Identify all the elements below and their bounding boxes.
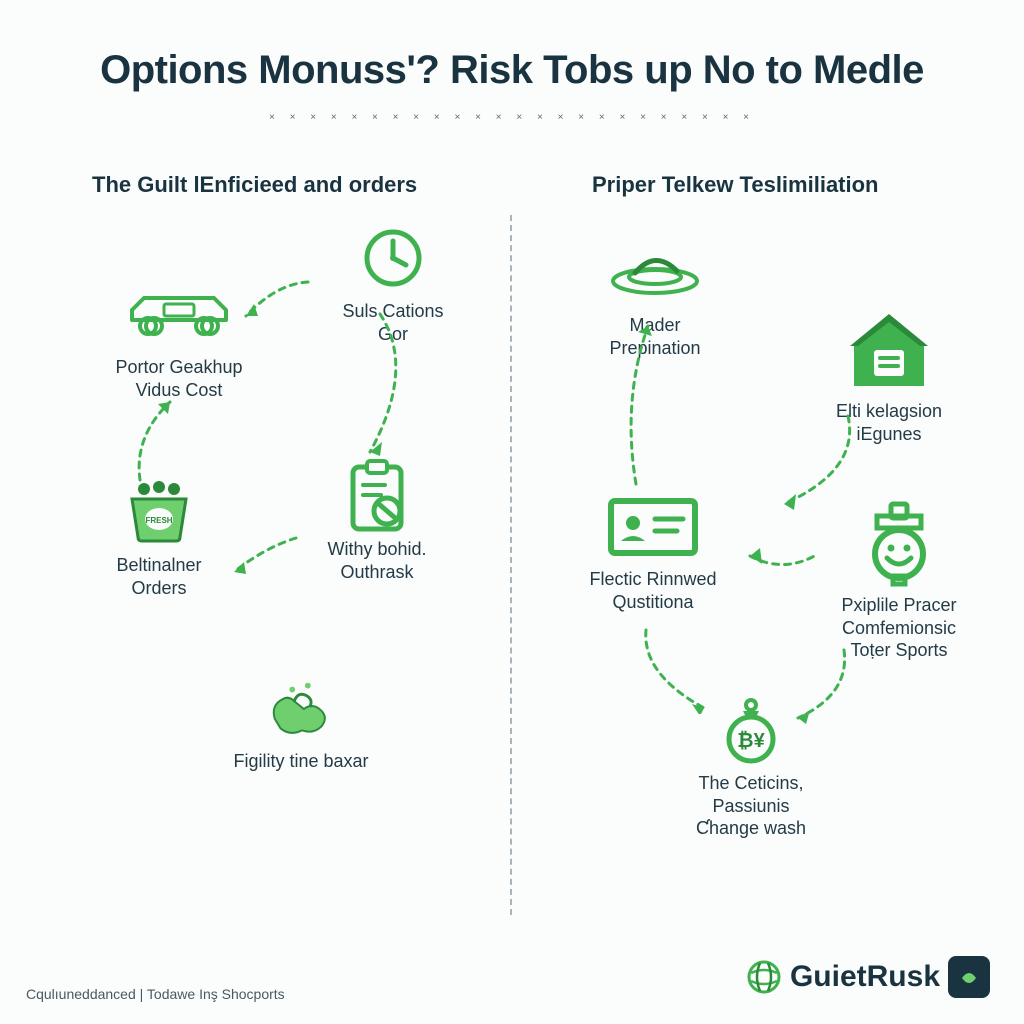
node-clipboard: Withy bohid.Outhrask [292,460,462,583]
vehicle-icon [124,278,234,350]
svg-text:FRESH: FRESH [145,516,172,525]
idcard-icon [605,490,701,562]
node-house: Elti kelagsioniEgunes [804,310,974,445]
basket-icon: FRESH [123,476,195,548]
house-icon [844,310,934,394]
node-label: Elti kelagsioniEgunes [836,400,942,445]
brand-badge-icon [948,956,990,998]
node-happy: Pxiplile PracerComfemionsicToṭer Sports [814,500,984,662]
smiley-icon [863,500,935,588]
node-label: Flectic RinnwedQustitiona [589,568,716,613]
svg-text:₿¥: ₿¥ [737,730,765,752]
node-idcard: Flectic RinnwedQustitiona [568,490,738,613]
node-label: Pxiplile PracerComfemionsicToṭer Sports [841,594,956,662]
node-label: Withy bohid.Outhrask [327,538,426,583]
page-title: Options Monuss'? Risk Tobs up No to Medl… [0,48,1024,93]
center-divider [510,215,512,915]
node-label: The Ceticins,PassiunisƇhange wash [696,772,806,840]
money-bag-icon: ₿¥ [715,694,787,766]
decorative-dots: × × × × × × × × × × × × × × × × × × × × … [269,112,755,123]
brand-name: GuietRusk [790,960,940,994]
clipboard-icon [341,460,413,532]
footer-credit: Cqulıuneddanced | Todawe Inş Shocports [26,986,285,1002]
globe-icon [746,959,782,995]
left-column-heading: The Guilt lEnficieed and orders [92,172,417,198]
node-label: MaderPrepination [609,314,700,359]
node-vehicle: Portor GeakhupVidus Cost [94,278,264,401]
node-bag: ₿¥ The Ceticins,PassiunisƇhange wash [666,694,836,840]
hands-icon [265,672,337,744]
clock-icon [357,222,429,294]
node-label: BeltinalnerOrders [116,554,201,599]
node-label: Portor GeakhupVidus Cost [115,356,242,401]
brand-logo: GuietRusk [746,956,990,998]
right-column-heading: Priper Telkew Teslimiliation [592,172,879,198]
node-dish: MaderPrepination [570,236,740,359]
node-label: Figility tine baxar [233,750,368,773]
node-hands: Figility tine baxar [216,672,386,773]
node-label: Suls CationsGor [342,300,443,345]
node-clock: Suls CationsGor [308,222,478,345]
node-basket: FRESH BeltinalnerOrders [74,476,244,599]
dish-icon [605,236,705,308]
